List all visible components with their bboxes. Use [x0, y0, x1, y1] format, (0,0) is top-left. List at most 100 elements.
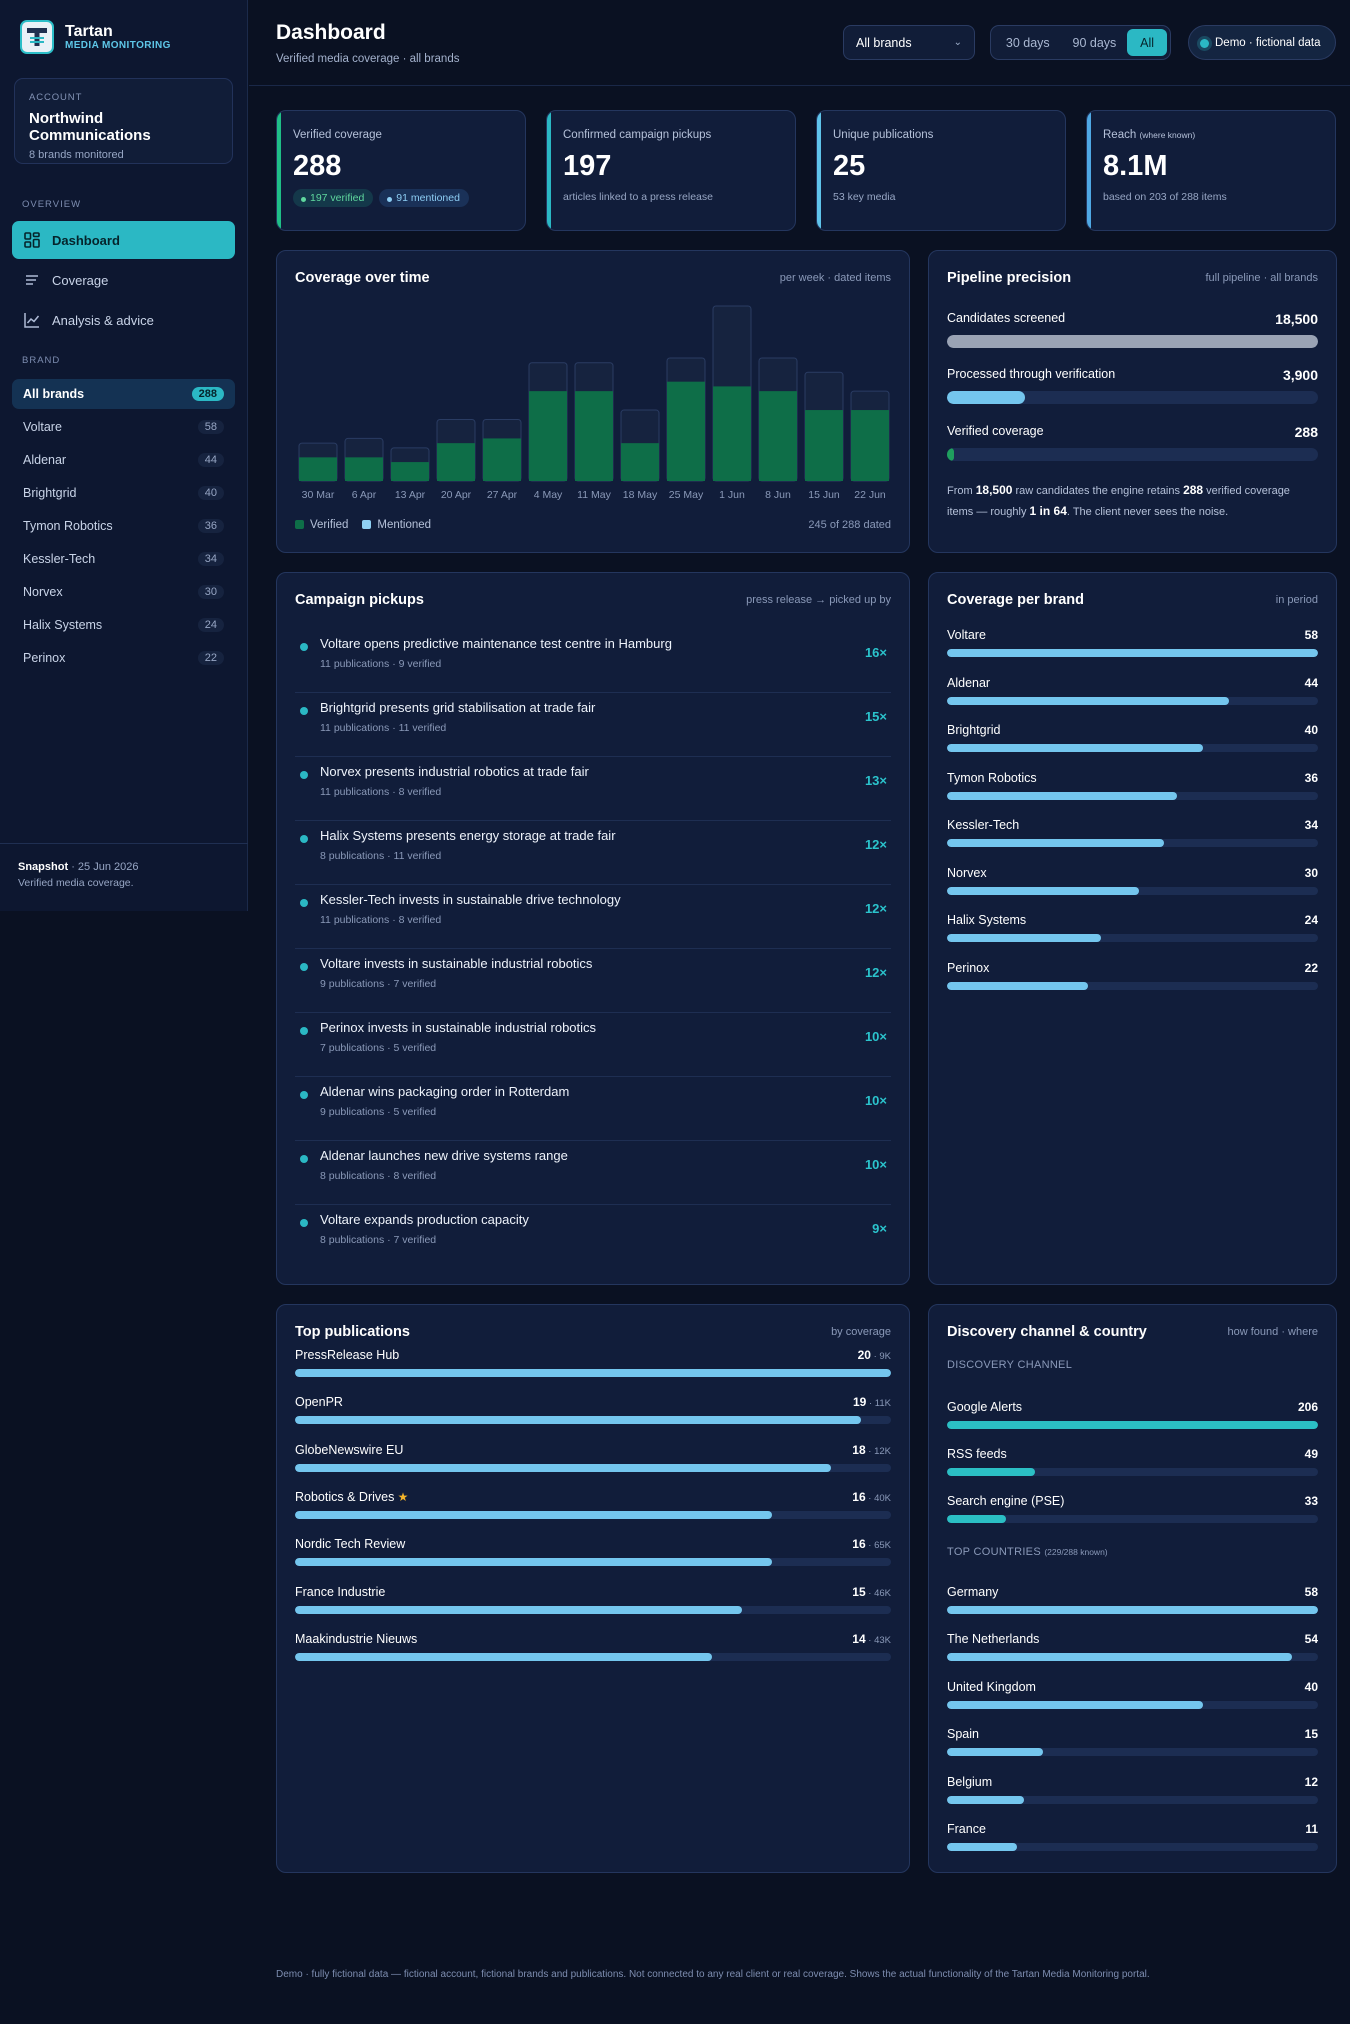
- app-subtitle: MEDIA MONITORING: [65, 39, 171, 51]
- brand-filter-all[interactable]: All brands 288: [12, 379, 235, 409]
- publication-row-label: Nordic Tech Review: [295, 1537, 406, 1552]
- brand-coverage-row[interactable]: Tymon Robotics 36: [947, 771, 1318, 818]
- publication-row[interactable]: GlobeNewswire EU 18 · 12K: [295, 1443, 891, 1490]
- bar-verified[interactable]: [299, 457, 337, 481]
- brand-filter-perinox[interactable]: Perinox 22: [12, 643, 235, 673]
- bar-track: [947, 1421, 1318, 1429]
- reach-value: · 11K: [866, 1398, 891, 1410]
- chart-footnote: 245 of 288 dated: [808, 519, 891, 531]
- brand-coverage-row[interactable]: Aldenar 44: [947, 676, 1318, 723]
- country-row-label: United Kingdom: [947, 1679, 1036, 1694]
- country-row-value: 15: [1304, 1727, 1318, 1742]
- bar-verified[interactable]: [713, 386, 751, 481]
- x-tick-label: 4 May: [534, 489, 563, 501]
- period-all-button[interactable]: All: [1127, 29, 1167, 56]
- kpi-label: Unique publications: [833, 129, 934, 141]
- brand-filter-count: 22: [197, 651, 224, 665]
- legend-verified[interactable]: Verified: [295, 519, 348, 531]
- brand-filter-aldenar[interactable]: Aldenar 44: [12, 445, 235, 475]
- brand-filter-voltare[interactable]: Voltare 58: [12, 412, 235, 442]
- pickup-item[interactable]: Brightgrid presents grid stabilisation a…: [295, 693, 891, 757]
- brand-filter-halix-systems[interactable]: Halix Systems 24: [12, 610, 235, 640]
- brand-coverage-row-label: Halix Systems: [947, 913, 1027, 927]
- app-brand[interactable]: Tartan MEDIA MONITORING: [20, 20, 171, 54]
- pickup-item[interactable]: Voltare opens predictive maintenance tes…: [295, 629, 891, 693]
- brand-filter-label: All brands: [23, 387, 85, 401]
- bar-verified[interactable]: [345, 457, 383, 481]
- pickup-item[interactable]: Voltare expands production capacity 8 pub…: [295, 1205, 891, 1269]
- note-number: 18,500: [975, 483, 1013, 497]
- brand-coverage-row[interactable]: Perinox 22: [947, 961, 1318, 1008]
- channel-row[interactable]: RSS feeds 49: [947, 1447, 1318, 1494]
- top-publications-panel: Top publications by coverage PressReleas…: [276, 1304, 910, 1873]
- country-row[interactable]: The Netherlands 54: [947, 1632, 1318, 1679]
- bullet-icon: [300, 899, 308, 907]
- brand-coverage-row-label: Brightgrid: [947, 723, 1001, 737]
- brand-coverage-row[interactable]: Brightgrid 40: [947, 723, 1318, 770]
- pickup-item[interactable]: Halix Systems presents energy storage at…: [295, 821, 891, 885]
- pickup-item[interactable]: Aldenar launches new drive systems range…: [295, 1141, 891, 1205]
- bar-verified[interactable]: [851, 410, 889, 481]
- publication-row[interactable]: France Industrie 15 · 46K: [295, 1585, 891, 1632]
- bar-track: [295, 1652, 891, 1661]
- nav-dashboard[interactable]: Dashboard: [12, 221, 235, 259]
- publication-row[interactable]: Robotics & Drives ★ 16 · 40K: [295, 1490, 891, 1537]
- country-row[interactable]: Spain 15: [947, 1727, 1318, 1774]
- bar-verified[interactable]: [529, 391, 567, 481]
- pipeline-value: 3,900: [1282, 367, 1318, 383]
- country-row[interactable]: Belgium 12: [947, 1775, 1318, 1822]
- pickup-item[interactable]: Perinox invests in sustainable industria…: [295, 1013, 891, 1077]
- brand-coverage-row-value: 22: [1304, 960, 1318, 975]
- brand-coverage-row[interactable]: Norvex 30: [947, 866, 1318, 913]
- channel-row[interactable]: Google Alerts 206: [947, 1400, 1318, 1447]
- publication-row[interactable]: Nordic Tech Review 16 · 65K: [295, 1537, 891, 1584]
- brand-coverage-row[interactable]: Voltare 58: [947, 628, 1318, 675]
- bar-track: [947, 934, 1318, 942]
- bar-verified[interactable]: [759, 391, 797, 481]
- brand-filter-brightgrid[interactable]: Brightgrid 40: [12, 478, 235, 508]
- country-row-label: France: [947, 1822, 986, 1836]
- panel-hint: in period: [1275, 594, 1318, 606]
- bullet-icon: [300, 1027, 308, 1035]
- pickup-item[interactable]: Kessler-Tech invests in sustainable driv…: [295, 885, 891, 949]
- publication-row[interactable]: Maakindustrie Nieuws 14 · 43K: [295, 1632, 891, 1679]
- country-row[interactable]: France 11: [947, 1822, 1318, 1869]
- bar-verified[interactable]: [437, 443, 475, 481]
- period-90-days-button[interactable]: 90 days: [1072, 35, 1117, 50]
- bar-track: [947, 1795, 1318, 1804]
- kpi-sub: 53 key media: [833, 191, 896, 203]
- nav-coverage[interactable]: Coverage: [12, 261, 235, 299]
- bullet-icon: [300, 1219, 308, 1227]
- note-text: . The client never sees the noise.: [1066, 506, 1229, 518]
- bar-verified[interactable]: [391, 462, 429, 481]
- brand-select[interactable]: All brands ⌄: [843, 25, 975, 60]
- nav-analysis[interactable]: Analysis & advice: [12, 301, 235, 339]
- legend-mentioned[interactable]: Mentioned: [362, 519, 431, 531]
- bar-verified[interactable]: [483, 438, 521, 481]
- publication-row[interactable]: PressRelease Hub 20 · 9K: [295, 1348, 891, 1395]
- period-30-days-button[interactable]: 30 days: [1005, 35, 1050, 50]
- bar-verified[interactable]: [805, 410, 843, 481]
- bar-verified[interactable]: [575, 391, 613, 481]
- tartan-logo-icon: [20, 20, 54, 54]
- brand-coverage-row[interactable]: Kessler-Tech 34: [947, 818, 1318, 865]
- publication-row[interactable]: OpenPR 19 · 11K: [295, 1395, 891, 1442]
- country-row[interactable]: Germany 58: [947, 1585, 1318, 1632]
- pickup-item[interactable]: Aldenar wins packaging order in Rotterda…: [295, 1077, 891, 1141]
- brand-filter-label: Voltare: [23, 420, 62, 434]
- bullet-icon: [300, 707, 308, 715]
- pickup-item[interactable]: Norvex presents industrial robotics at t…: [295, 757, 891, 821]
- account-card[interactable]: ACCOUNT Northwind Communications 8 brand…: [14, 78, 233, 164]
- panel-hint: full pipeline · all brands: [1205, 272, 1318, 284]
- brand-filter-norvex[interactable]: Norvex 30: [12, 577, 235, 607]
- brand-coverage-row[interactable]: Halix Systems 24: [947, 913, 1318, 960]
- bar-verified[interactable]: [667, 381, 705, 481]
- bar-fill: [295, 1605, 742, 1614]
- channel-row[interactable]: Search engine (PSE) 33: [947, 1494, 1318, 1541]
- brand-filter-tymon-robotics[interactable]: Tymon Robotics 36: [12, 511, 235, 541]
- country-row[interactable]: United Kingdom 40: [947, 1680, 1318, 1727]
- brand-coverage-row-label: Perinox: [947, 960, 990, 975]
- bar-verified[interactable]: [621, 443, 659, 481]
- brand-filter-kessler-tech[interactable]: Kessler-Tech 34: [12, 544, 235, 574]
- pickup-item[interactable]: Voltare invests in sustainable industria…: [295, 949, 891, 1013]
